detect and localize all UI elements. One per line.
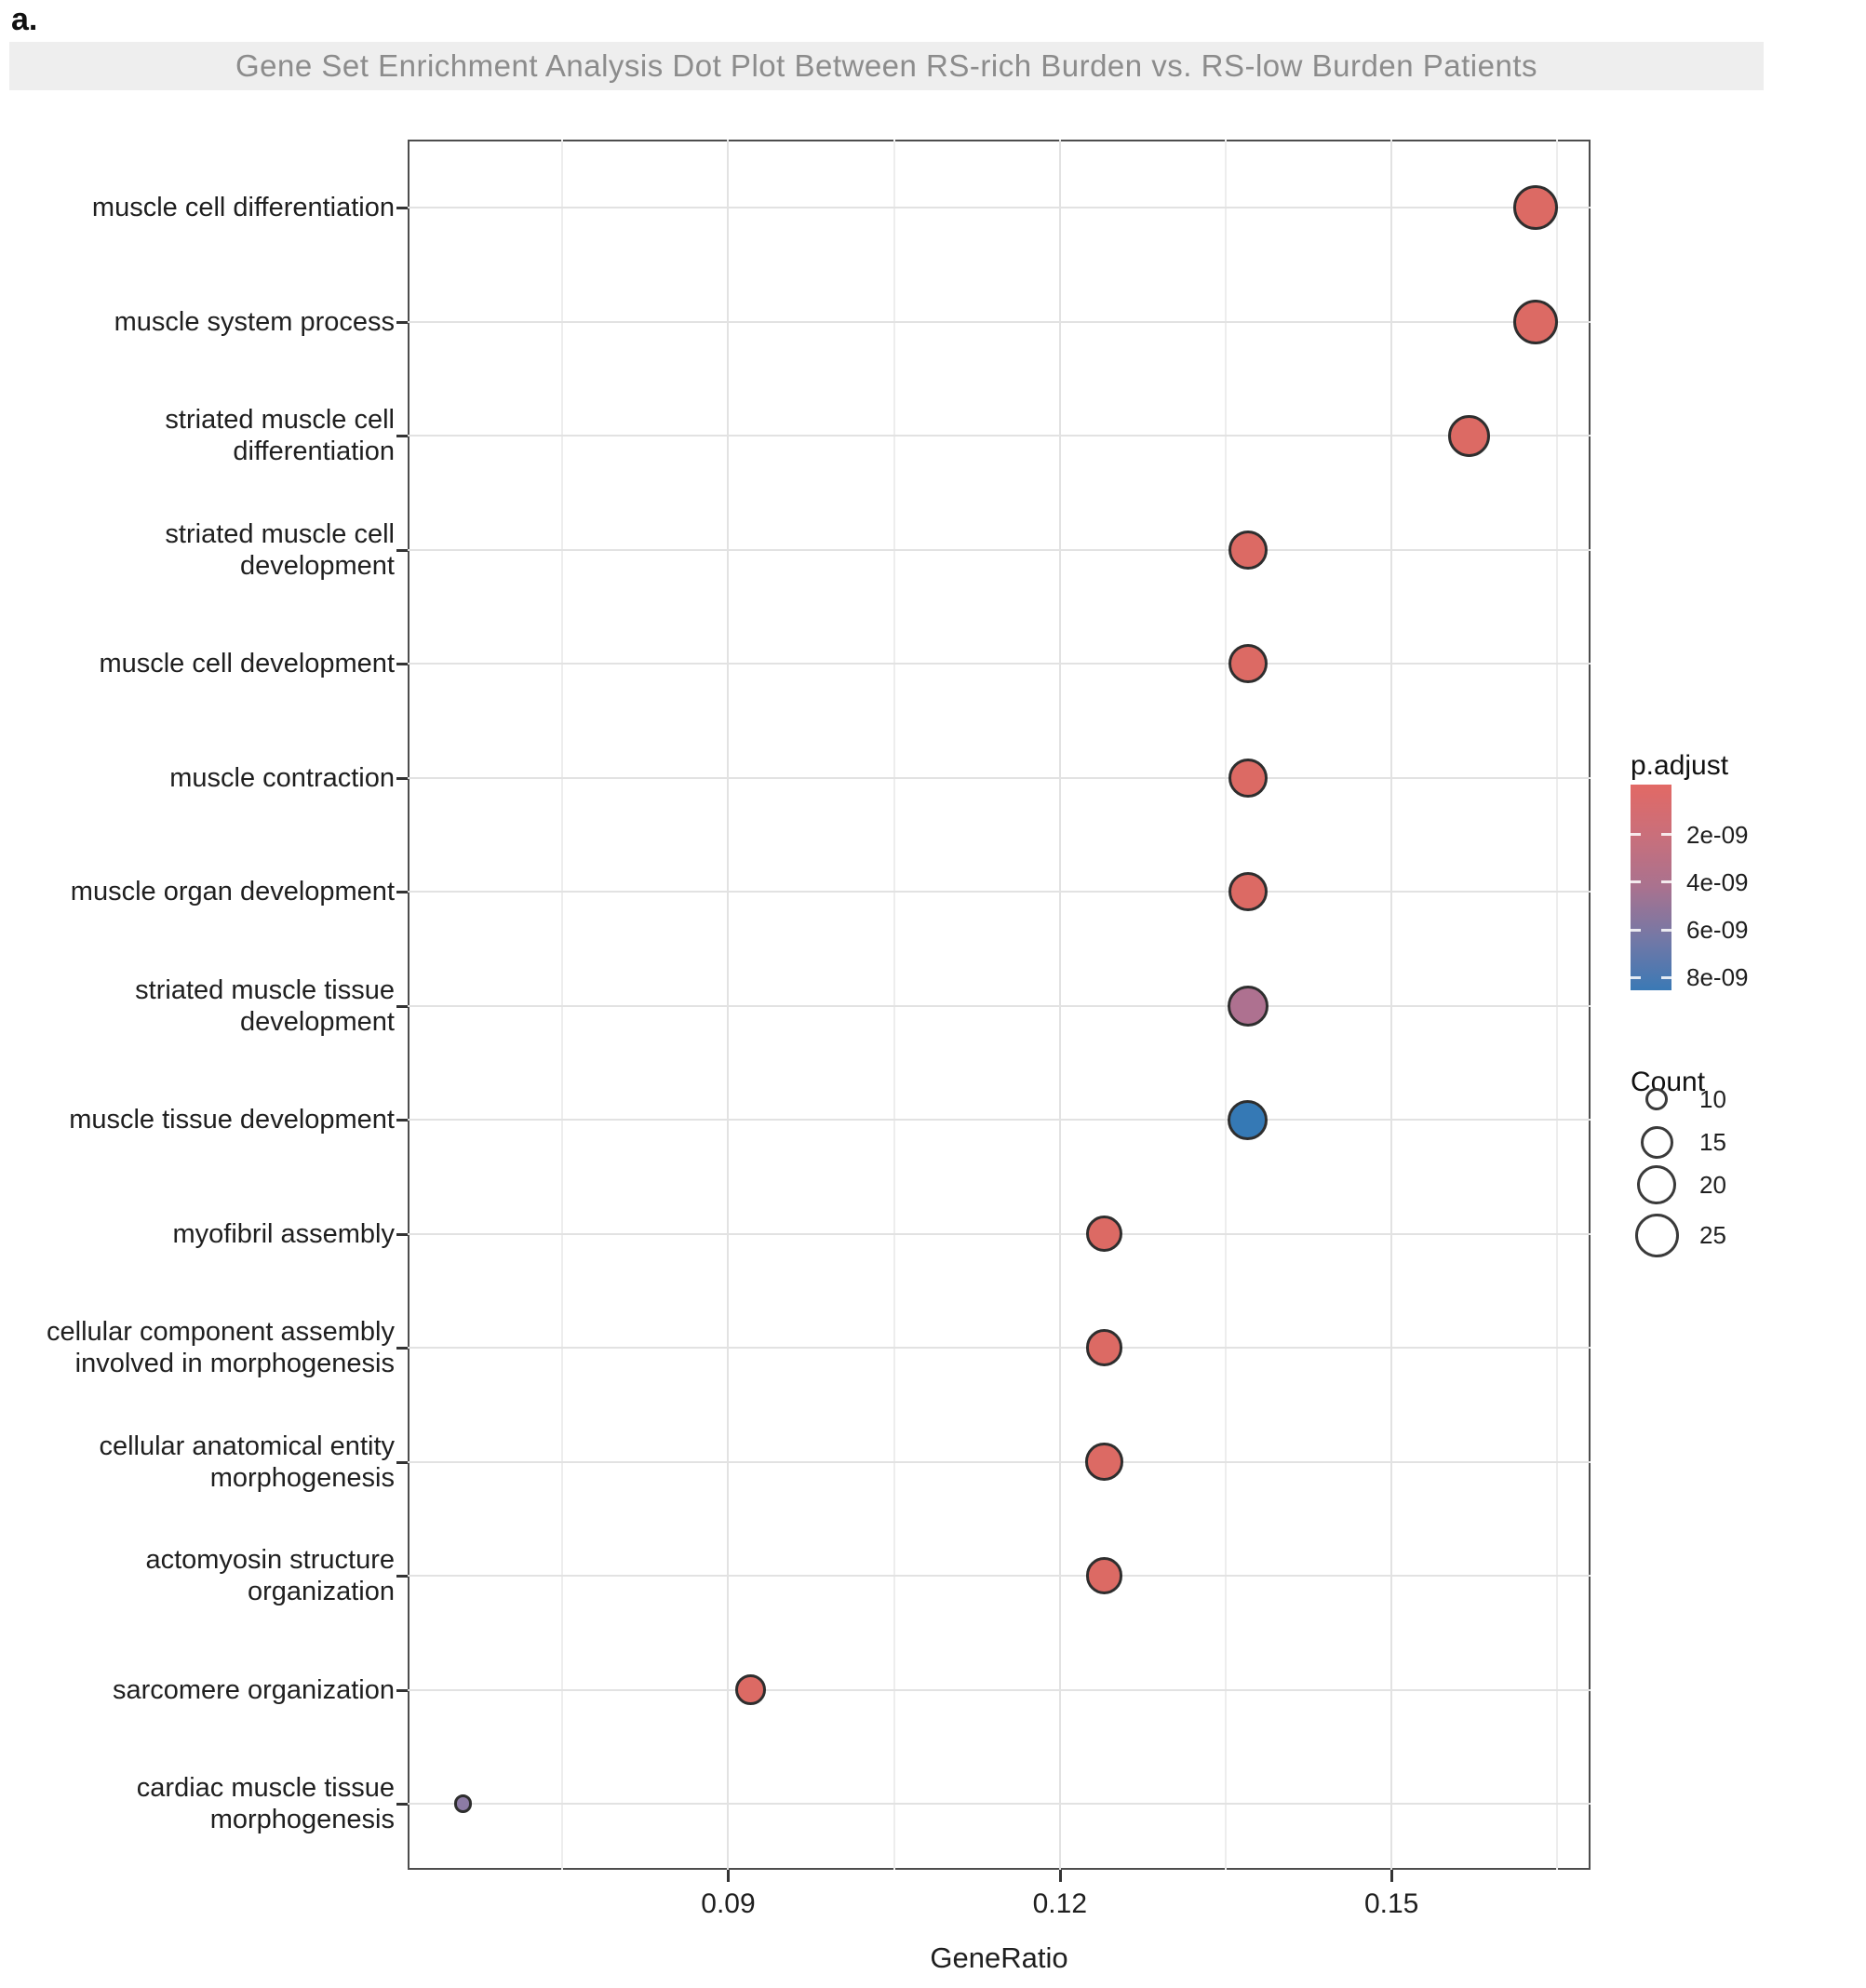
y-axis-label-striated-muscle-tissue: striated muscle tissue development xyxy=(135,974,395,1037)
y-axis-tick xyxy=(396,1004,408,1008)
y-axis-label-muscle-contraction: muscle contraction xyxy=(169,762,395,793)
count-legend-label: 25 xyxy=(1699,1220,1726,1249)
padjust-tick-label: 8e-09 xyxy=(1686,963,1749,992)
dot-actomyosin-structure-organization xyxy=(1085,1557,1122,1594)
dot-muscle-organ-development xyxy=(1228,872,1268,911)
dot-sarcomere-organization xyxy=(734,1674,766,1705)
x-axis-title: GeneRatio xyxy=(930,1941,1068,1974)
y-axis-label-actomyosin-structure: actomyosin structure organization xyxy=(145,1545,395,1606)
gridline-y xyxy=(408,435,1591,437)
dot-striated-muscle-tissue-development xyxy=(1227,985,1269,1027)
y-axis-tick xyxy=(396,891,408,893)
dot-muscle-system-process xyxy=(1512,299,1558,344)
x-axis-tick-label: 0.12 xyxy=(1032,1888,1088,1919)
x-axis-tick-label: 0.15 xyxy=(1363,1888,1419,1919)
y-axis-tick xyxy=(396,1347,408,1350)
dot-muscle-cell-development xyxy=(1228,644,1268,683)
gridline-y xyxy=(408,891,1591,893)
gradient-tick xyxy=(1631,928,1641,932)
y-axis-label-sarcomere-organization: sarcomere organization xyxy=(112,1674,395,1705)
y-axis-tick xyxy=(396,435,408,437)
legend-count-title: Count xyxy=(1631,1067,1706,1097)
gridline-y xyxy=(408,1575,1591,1577)
y-axis-label-myofibril-assembly: myofibril assembly xyxy=(172,1218,396,1249)
count-legend-label: 10 xyxy=(1699,1084,1726,1113)
gridline-y xyxy=(408,1119,1591,1121)
y-axis-label-cellular-component-assembly: cellular component assembly involved in … xyxy=(47,1317,395,1378)
y-axis-tick xyxy=(396,1460,408,1464)
y-axis-tick xyxy=(396,207,408,209)
gridline-y xyxy=(408,1004,1591,1007)
x-axis-tick xyxy=(1390,1870,1394,1882)
gridline-y xyxy=(408,1232,1591,1235)
chart-title-bar: Gene Set Enrichment Analysis Dot Plot Be… xyxy=(9,42,1764,90)
dot-muscle-tissue-development xyxy=(1228,1099,1269,1140)
count-legend-circle xyxy=(1634,1213,1679,1257)
y-axis-label-striated-muscle-cell: striated muscle cell development xyxy=(165,518,395,581)
gradient-tick xyxy=(1631,833,1641,837)
gradient-tick xyxy=(1661,880,1671,884)
gridline-y xyxy=(408,207,1591,208)
dot-cellular-component-assembly-involved-in-morphogenesis xyxy=(1085,1329,1122,1366)
count-legend-circle xyxy=(1637,1165,1676,1204)
count-legend-circle xyxy=(1645,1088,1668,1110)
x-axis-tick xyxy=(1058,1870,1062,1882)
gridline-y xyxy=(408,548,1591,551)
y-axis-tick xyxy=(396,1232,408,1236)
padjust-tick-label: 4e-09 xyxy=(1686,867,1749,896)
dot-muscle-cell-differentiation xyxy=(1512,185,1558,230)
y-axis-tick xyxy=(396,320,408,324)
y-axis-tick xyxy=(396,1803,408,1806)
gridline-y xyxy=(408,320,1591,323)
legend-padjust-title: p.adjust xyxy=(1631,750,1729,781)
dot-striated-muscle-cell-development xyxy=(1228,530,1268,570)
x-axis-tick xyxy=(727,1870,731,1882)
count-legend-label: 15 xyxy=(1699,1127,1726,1156)
y-axis-tick xyxy=(396,548,408,552)
gradient-tick xyxy=(1631,975,1641,979)
y-axis-label-muscle-cell-differentiation: muscle cell differentiation xyxy=(91,193,395,222)
padjust-tick-label: 6e-09 xyxy=(1686,916,1749,945)
dot-striated-muscle-cell-differentiation xyxy=(1447,414,1490,457)
y-axis-label-cellular-anatomical-entity: cellular anatomical entity morphogenesis xyxy=(99,1431,395,1493)
dot-cellular-anatomical-entity-morphogenesis xyxy=(1085,1443,1123,1481)
y-axis-tick xyxy=(396,1575,408,1578)
padjust-gradient-bar xyxy=(1631,785,1671,990)
y-axis-label-cardiac-muscle-tissue: cardiac muscle tissue morphogenesis xyxy=(136,1773,395,1834)
gridline-y xyxy=(408,776,1591,779)
y-axis-label-striated-muscle-cell: striated muscle cell differentiation xyxy=(165,405,395,466)
gradient-tick xyxy=(1631,880,1641,884)
y-axis-label-muscle-organ-development: muscle organ development xyxy=(70,877,395,907)
y-axis-tick xyxy=(396,1688,408,1692)
figure-label: a. xyxy=(11,2,38,37)
padjust-tick-label: 2e-09 xyxy=(1686,820,1749,849)
gridline-y xyxy=(408,663,1591,665)
x-axis-tick-label: 0.09 xyxy=(701,1888,756,1919)
gradient-tick xyxy=(1661,928,1671,932)
y-axis-label-muscle-cell-development: muscle cell development xyxy=(99,649,395,678)
gradient-tick xyxy=(1661,975,1671,979)
y-axis-label-muscle-tissue-development: muscle tissue development xyxy=(69,1105,395,1135)
gridline-y xyxy=(408,1688,1591,1691)
y-axis-tick xyxy=(396,663,408,665)
count-legend-label: 20 xyxy=(1699,1170,1726,1199)
y-axis-tick xyxy=(396,1119,408,1122)
gridline-y xyxy=(408,1460,1591,1463)
gridline-y xyxy=(408,1347,1591,1349)
count-legend-circle xyxy=(1640,1125,1673,1159)
gradient-tick xyxy=(1661,833,1671,837)
dot-myofibril-assembly xyxy=(1085,1215,1122,1253)
dot-cardiac-muscle-tissue-morphogenesis xyxy=(453,1794,473,1813)
gridline-y xyxy=(408,1803,1591,1805)
y-axis-label-muscle-system-process: muscle system process xyxy=(114,306,395,337)
chart-title: Gene Set Enrichment Analysis Dot Plot Be… xyxy=(235,48,1537,83)
y-axis-tick xyxy=(396,776,408,780)
dot-muscle-contraction xyxy=(1228,758,1268,798)
